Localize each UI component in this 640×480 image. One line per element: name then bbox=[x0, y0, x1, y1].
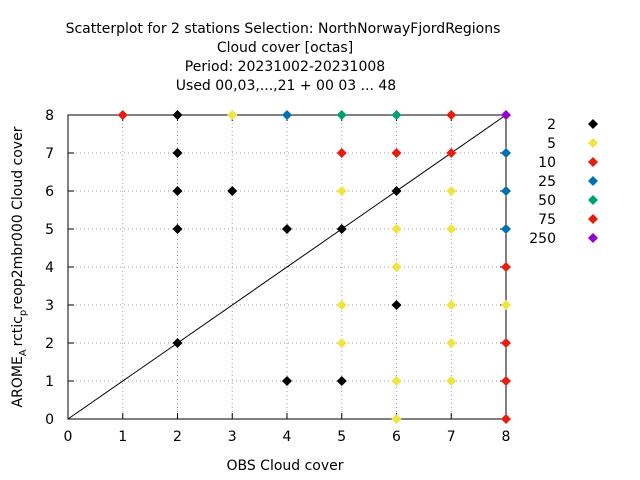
chart-title: Scatterplot for 2 stations Selection: No… bbox=[66, 21, 501, 94]
y-axis-label: AROMEArcticpreop2mbr000 Cloud cover bbox=[10, 126, 29, 407]
data-point-series-10 bbox=[336, 148, 347, 158]
data-point-series-2 bbox=[391, 300, 402, 310]
data-point-series-5 bbox=[336, 186, 347, 196]
title-line-4: Used 00,03,...,21 + 00 03 ... 48 bbox=[176, 78, 396, 94]
data-point-series-2 bbox=[227, 186, 238, 196]
x-tick-label: 6 bbox=[392, 429, 401, 445]
x-axis-label: OBS Cloud cover bbox=[226, 458, 343, 474]
data-point-series-25 bbox=[282, 110, 292, 120]
x-tick-label: 8 bbox=[502, 429, 511, 445]
y-label-sub2: p bbox=[18, 310, 29, 316]
data-point-series-2 bbox=[172, 110, 183, 120]
data-point-series-2 bbox=[391, 186, 402, 196]
data-point-series-2 bbox=[172, 224, 183, 234]
legend-marker-25 bbox=[588, 176, 598, 186]
data-point-series-5 bbox=[336, 300, 347, 310]
data-point-series-5 bbox=[446, 300, 457, 310]
data-point-series-50 bbox=[336, 110, 347, 120]
legend-label-25: 25 bbox=[538, 174, 556, 190]
data-point-series-5 bbox=[227, 110, 238, 120]
y-tick-label: 6 bbox=[45, 184, 54, 200]
data-point-series-2 bbox=[172, 338, 183, 348]
legend-marker-5 bbox=[588, 138, 598, 148]
title-line-3: Period: 20231002-20231008 bbox=[185, 59, 385, 75]
y-label-mid: rctic bbox=[10, 316, 26, 346]
x-tick-label: 5 bbox=[337, 429, 346, 445]
legend-label-75: 75 bbox=[538, 212, 556, 228]
data-point-series-75 bbox=[117, 110, 128, 120]
x-tick-label: 1 bbox=[118, 429, 127, 445]
x-tick-label: 2 bbox=[173, 429, 182, 445]
data-point-series-25 bbox=[501, 186, 511, 196]
legend-marker-75 bbox=[588, 214, 598, 224]
data-points bbox=[117, 110, 511, 424]
y-tick-label: 4 bbox=[45, 260, 54, 276]
x-tick-label: 3 bbox=[228, 429, 237, 445]
data-point-series-2 bbox=[172, 148, 183, 158]
y-tick-label: 1 bbox=[45, 374, 54, 390]
data-point-series-2 bbox=[336, 376, 347, 386]
data-point-series-5 bbox=[391, 262, 402, 272]
data-point-series-10 bbox=[501, 376, 511, 386]
data-point-series-10 bbox=[501, 338, 511, 348]
legend-label-50: 50 bbox=[538, 193, 556, 209]
legend-marker-50 bbox=[588, 195, 598, 205]
legend-marker-250 bbox=[588, 233, 598, 243]
data-point-series-50 bbox=[391, 110, 402, 120]
y-tick-label: 5 bbox=[45, 222, 54, 238]
legend-label-10: 10 bbox=[538, 155, 556, 171]
y-tick-label: 2 bbox=[45, 336, 54, 352]
data-point-series-5 bbox=[391, 376, 402, 386]
legend-label-250: 250 bbox=[529, 231, 556, 247]
title-line-1: Scatterplot for 2 stations Selection: No… bbox=[66, 21, 501, 37]
legend-marker-10 bbox=[588, 157, 598, 167]
diagonal-line bbox=[67, 114, 507, 420]
data-point-series-5 bbox=[446, 338, 457, 348]
data-point-series-5 bbox=[391, 224, 402, 234]
y-label-sub: A bbox=[18, 349, 29, 356]
x-tick-label: 0 bbox=[64, 429, 73, 445]
x-tick-label: 4 bbox=[283, 429, 292, 445]
data-point-series-5 bbox=[336, 338, 347, 348]
data-point-series-5 bbox=[446, 224, 457, 234]
data-point-series-5 bbox=[501, 300, 511, 310]
data-point-series-10 bbox=[501, 262, 511, 272]
data-point-series-2 bbox=[282, 376, 292, 386]
data-point-series-25 bbox=[501, 224, 511, 234]
legend-label-5: 5 bbox=[547, 136, 556, 152]
y-label-tail: reop2mbr000 Cloud cover bbox=[10, 126, 26, 309]
y-tick-label: 3 bbox=[45, 298, 54, 314]
data-point-series-25 bbox=[501, 148, 511, 158]
data-point-series-2 bbox=[172, 186, 183, 196]
legend-marker-2 bbox=[588, 119, 598, 129]
data-point-series-5 bbox=[391, 414, 402, 424]
legend-label-2: 2 bbox=[547, 117, 556, 133]
title-line-2: Cloud cover [octas] bbox=[217, 40, 353, 56]
y-axis-ticks: 0 1 2 3 4 5 6 7 8 bbox=[45, 108, 506, 428]
data-point-series-5 bbox=[446, 186, 457, 196]
data-point-series-250 bbox=[501, 110, 511, 120]
y-tick-label: 8 bbox=[45, 108, 54, 124]
data-point-series-10 bbox=[446, 148, 457, 158]
data-point-series-5 bbox=[446, 376, 457, 386]
data-point-series-2 bbox=[282, 224, 292, 234]
y-tick-label: 0 bbox=[45, 412, 54, 428]
data-point-series-2 bbox=[336, 224, 347, 234]
y-tick-label: 7 bbox=[45, 146, 54, 162]
y-label-main: AROME bbox=[10, 356, 26, 407]
x-tick-label: 7 bbox=[447, 429, 456, 445]
data-point-series-10 bbox=[501, 414, 511, 424]
data-point-series-10 bbox=[391, 148, 402, 158]
data-point-series-75 bbox=[446, 110, 457, 120]
